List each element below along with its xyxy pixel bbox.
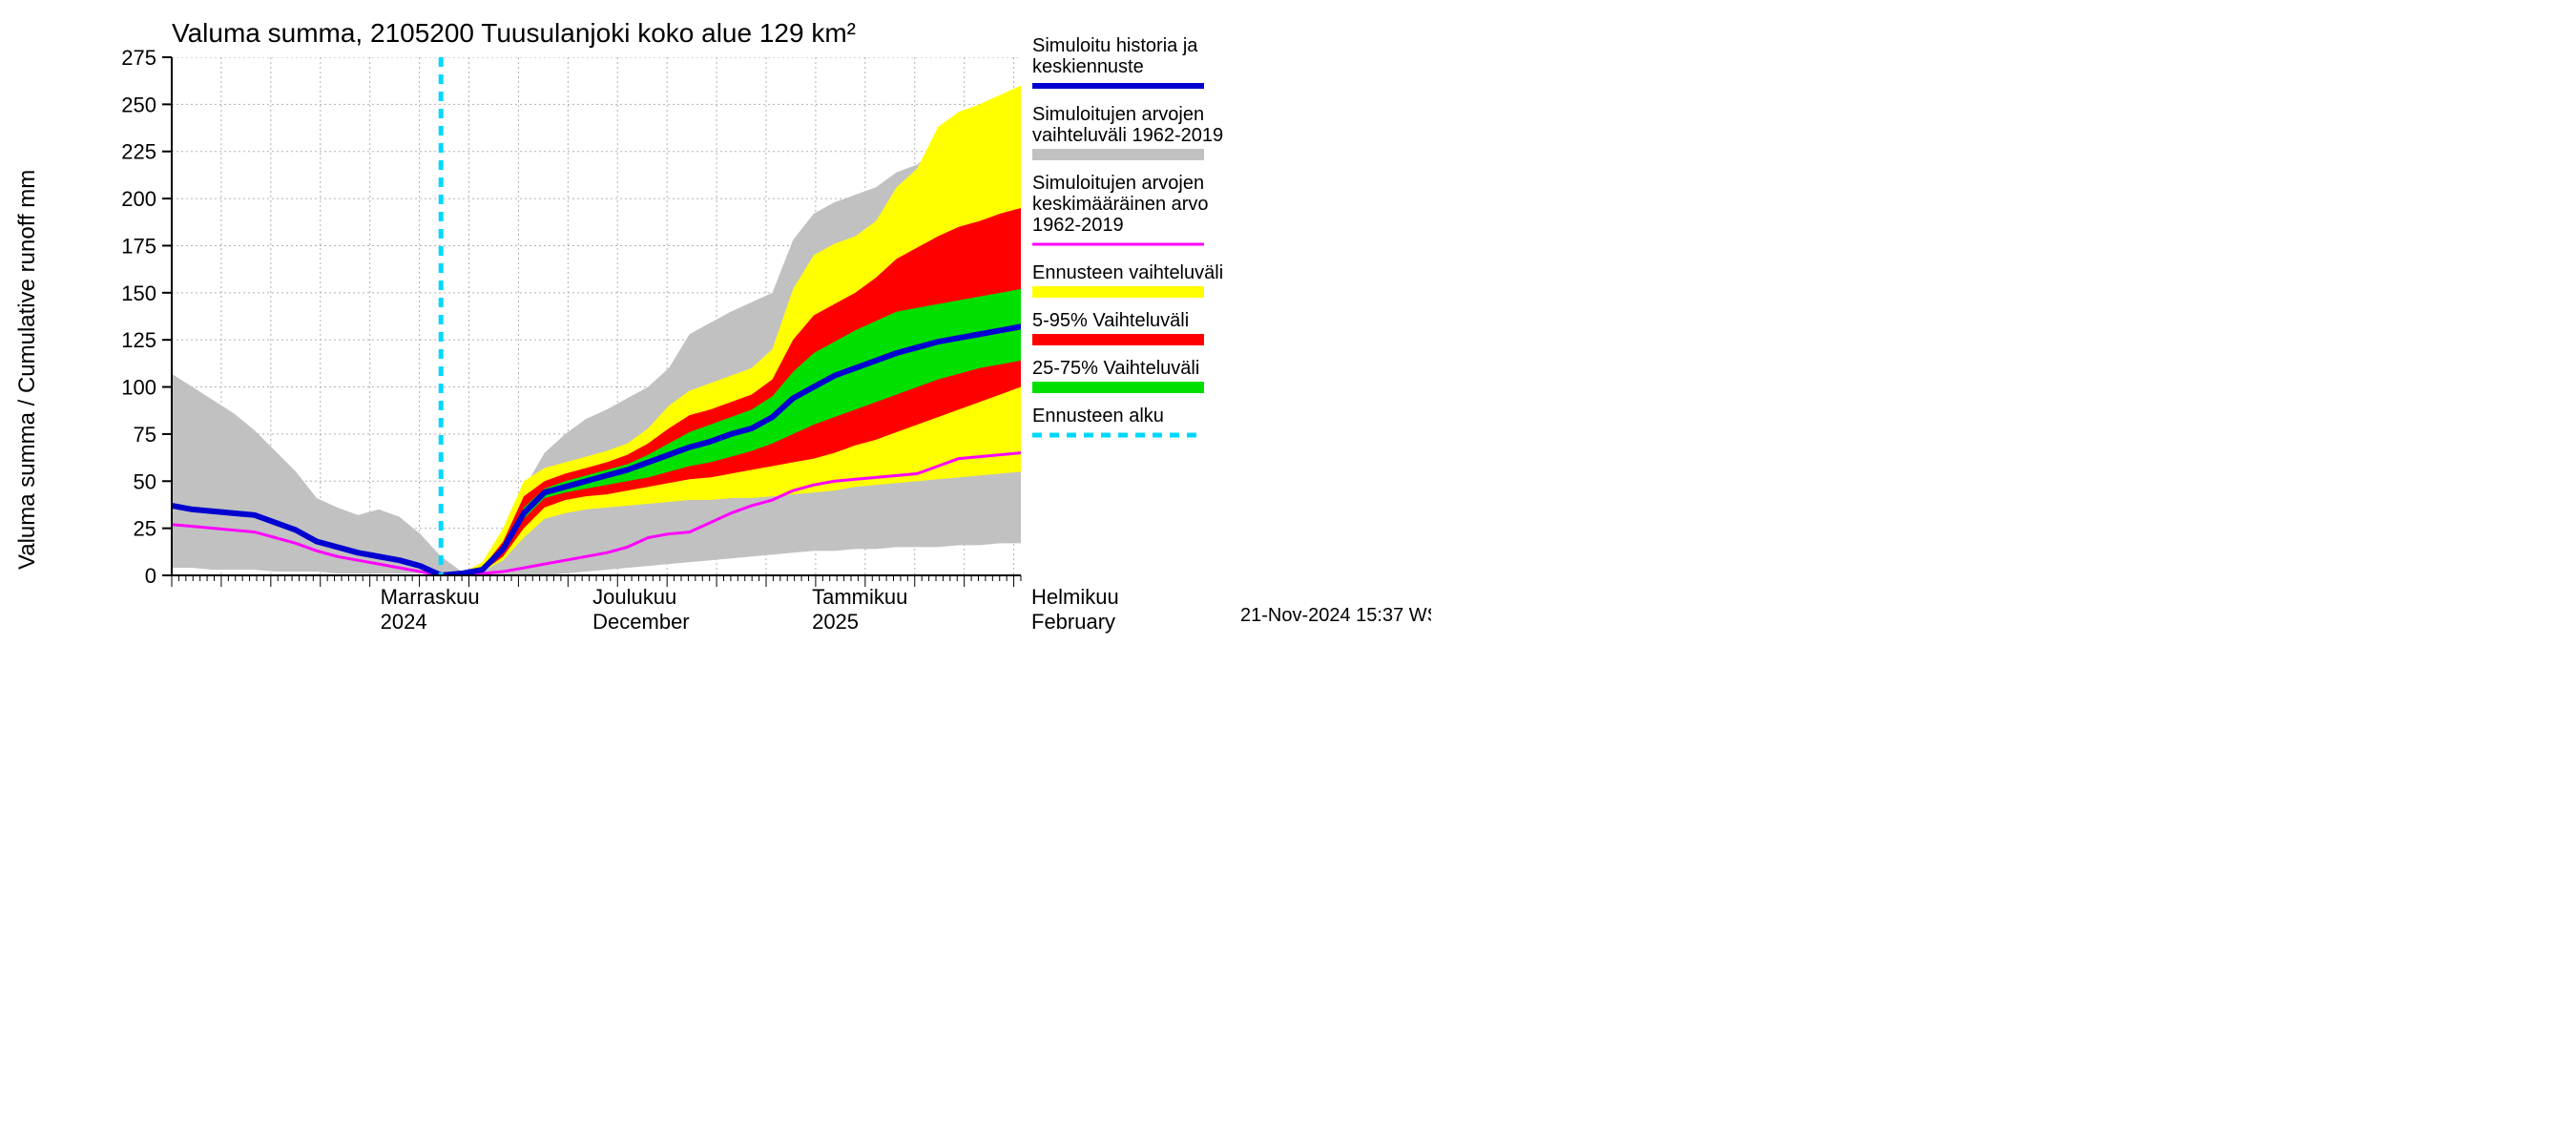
legend-label: keskiennuste — [1032, 56, 1144, 77]
y-tick-label: 50 — [134, 469, 156, 493]
legend-label: vaihteluväli 1962-2019 — [1032, 125, 1223, 146]
y-tick-label: 150 — [121, 281, 156, 305]
y-tick-label: 275 — [121, 46, 156, 70]
x-tick-label: 2025 — [812, 610, 859, 634]
legend-label: Ennusteen vaihteluväli — [1032, 262, 1223, 283]
legend-swatch — [1032, 149, 1204, 160]
chart-svg: 0 25 50 75 100 125 150 175 200 225 250 275 Marraskuu… — [0, 0, 1431, 636]
x-tick-label: Joulukuu — [592, 585, 676, 609]
y-tick-label: 250 — [121, 93, 156, 116]
legend-label: Ennusteen alku — [1032, 406, 1164, 427]
x-tick-label: 2024 — [381, 610, 427, 634]
y-tick-label: 200 — [121, 187, 156, 211]
y-tick-label: 225 — [121, 140, 156, 164]
y-axis-label: Valuma summa / Cumulative runoff mm — [14, 170, 40, 570]
y-tick-label: 0 — [145, 564, 156, 588]
cumulative-runoff-chart: 0 25 50 75 100 125 150 175 200 225 250 275 Marraskuu… — [0, 0, 1431, 636]
legend-label: keskimääräinen arvo — [1032, 194, 1209, 215]
legend-swatch — [1032, 382, 1204, 393]
x-tick-label: February — [1031, 610, 1115, 634]
legend-label: 1962-2019 — [1032, 215, 1124, 236]
y-tick-label: 175 — [121, 234, 156, 258]
chart-title: Valuma summa, 2105200 Tuusulanjoki koko … — [172, 18, 856, 48]
x-tick-label: Marraskuu — [381, 585, 480, 609]
y-tick-label: 25 — [134, 517, 156, 541]
x-tick-label: Tammikuu — [812, 585, 907, 609]
legend-swatch — [1032, 334, 1204, 345]
legend-label: 5-95% Vaihteluväli — [1032, 310, 1189, 331]
legend-label: 25-75% Vaihteluväli — [1032, 358, 1199, 379]
legend-label: Simuloitujen arvojen — [1032, 104, 1204, 125]
y-tick-label: 125 — [121, 328, 156, 352]
legend-label: Simuloitujen arvojen — [1032, 173, 1204, 194]
legend-label: Simuloitu historia ja — [1032, 35, 1198, 56]
y-tick-label: 75 — [134, 423, 156, 447]
x-tick-label: Helmikuu — [1031, 585, 1119, 609]
x-tick-label: December — [592, 610, 689, 634]
render-timestamp: 21-Nov-2024 15:37 WSFS-O — [1240, 605, 1431, 626]
y-tick-label: 100 — [121, 376, 156, 400]
legend-swatch — [1032, 286, 1204, 298]
